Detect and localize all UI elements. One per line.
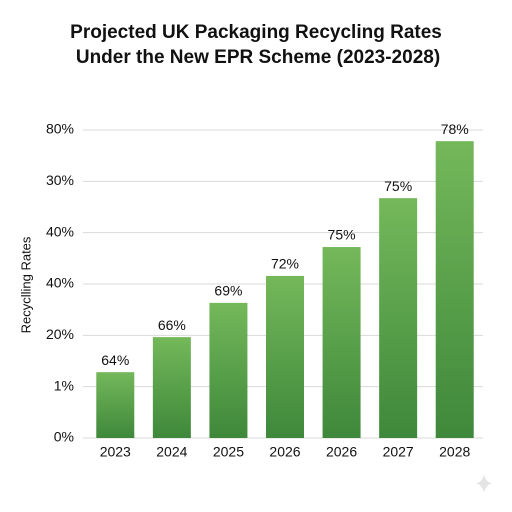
x-tick-label: 2026 xyxy=(269,444,300,460)
x-tick-label: 2026 xyxy=(326,444,357,460)
data-label: 69% xyxy=(214,283,242,299)
y-tick-label: 1% xyxy=(54,377,74,393)
bar xyxy=(435,141,474,439)
chart-title: Projected UK Packaging Recycling Rates xyxy=(70,22,442,43)
bar xyxy=(266,275,304,438)
x-tick-label: 2027 xyxy=(383,444,414,460)
data-label: 75% xyxy=(328,227,356,243)
y-axis-title: Recyclling Rates xyxy=(18,236,33,333)
data-label: 64% xyxy=(101,352,129,368)
bar xyxy=(379,198,418,438)
y-tick-label: 20% xyxy=(46,326,74,342)
x-tick-label: 2023 xyxy=(100,444,131,460)
sparkle-icon xyxy=(476,474,492,493)
bar xyxy=(96,372,135,438)
chart-subtitle: Under the New EPR Scheme (2023-2028) xyxy=(76,47,440,68)
data-label: 75% xyxy=(384,178,412,194)
bar xyxy=(209,302,248,438)
data-label: 66% xyxy=(158,317,186,333)
x-tick-label: 2028 xyxy=(439,444,470,460)
data-label: 78% xyxy=(441,121,469,137)
x-tick-label: 2024 xyxy=(156,444,187,460)
x-tick-label: 2025 xyxy=(213,444,244,460)
bar xyxy=(322,247,361,438)
y-tick-label: 80% xyxy=(46,121,74,137)
data-label: 72% xyxy=(271,256,299,272)
y-tick-label: 0% xyxy=(54,429,74,445)
y-tick-label: 40% xyxy=(46,223,74,239)
y-tick-label: 40% xyxy=(46,275,74,291)
y-tick-label: 30% xyxy=(46,172,74,188)
bar xyxy=(152,337,191,438)
